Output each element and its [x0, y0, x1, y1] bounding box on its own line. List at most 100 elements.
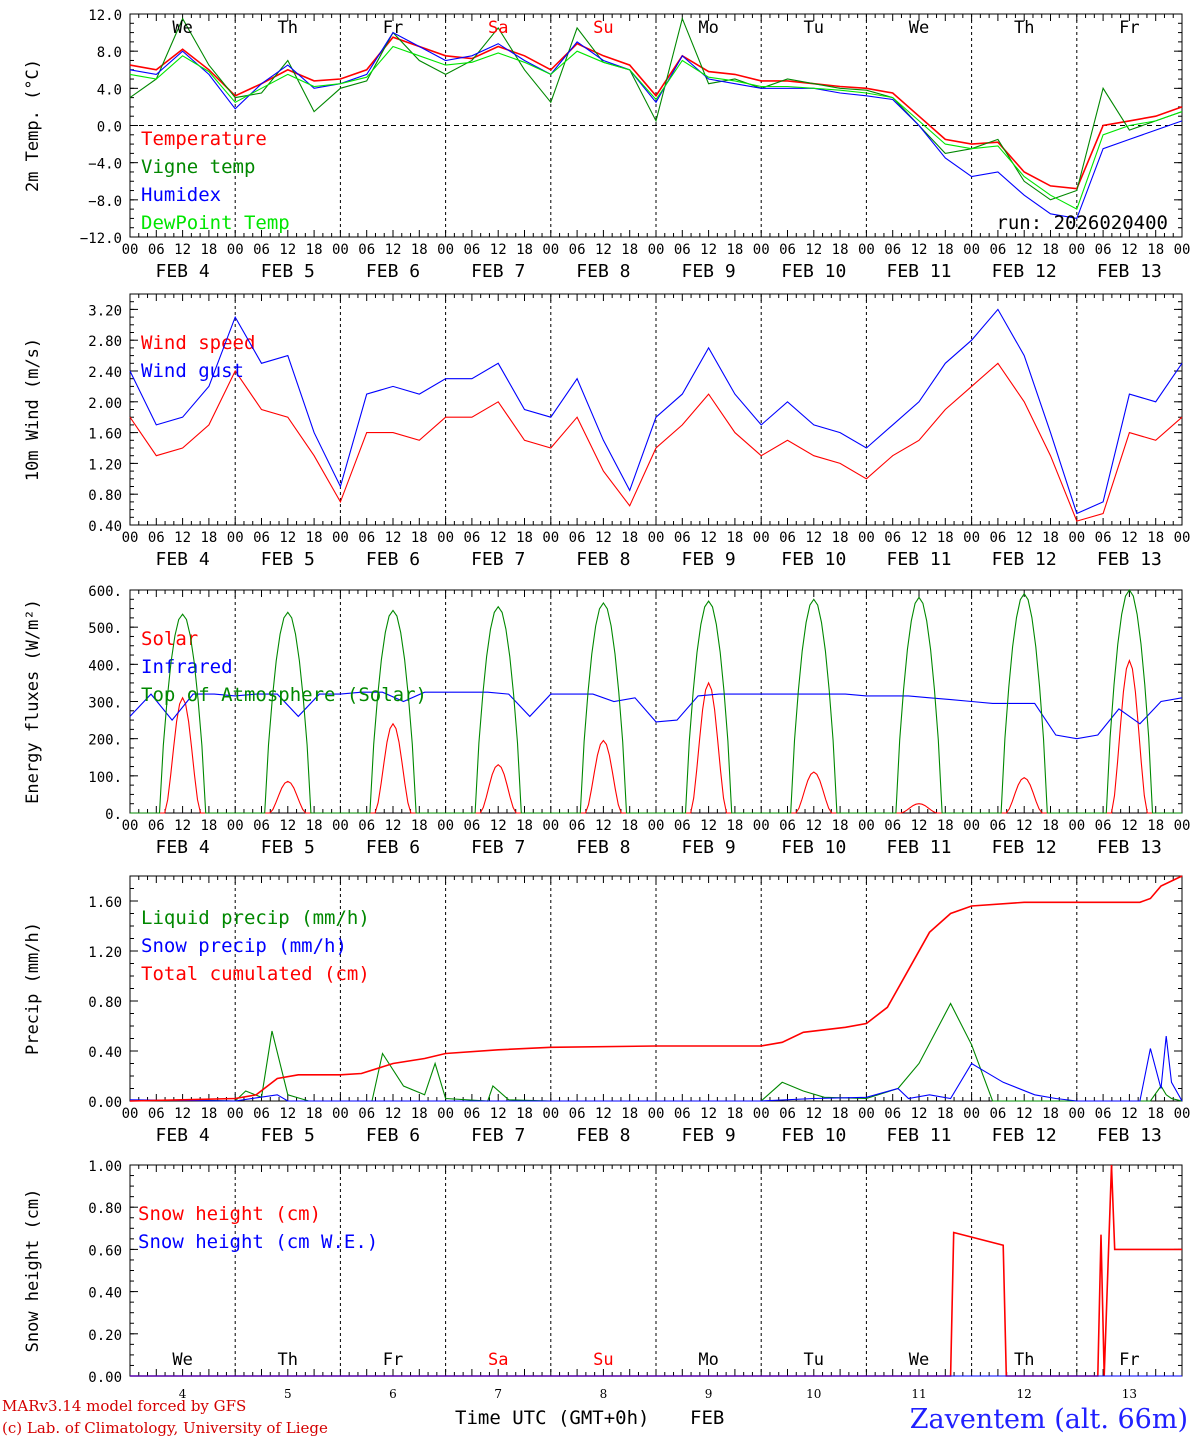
snow-legend-1: Snow height (cm): [138, 1203, 321, 1225]
temp-hour-label: 00: [122, 242, 139, 258]
precip-hour-label: 00: [1174, 1106, 1191, 1122]
wind-hour-label: 00: [1068, 530, 1085, 546]
wind-hour-label: 12: [1016, 530, 1033, 546]
run-label: run: 2026020400: [996, 212, 1168, 234]
precip-hour-label: 06: [569, 1106, 586, 1122]
flux-legend-3: Top of Atmosphere (Solar): [141, 684, 427, 706]
flux-hour-label: 06: [674, 818, 691, 834]
day-name-top: Fr: [383, 18, 403, 38]
temp-hour-label: 06: [148, 242, 165, 258]
precip-hour-label: 06: [253, 1106, 270, 1122]
precip-hour-label: 18: [1042, 1106, 1059, 1122]
wind-hour-label: 12: [805, 530, 822, 546]
flux-hour-label: 18: [1042, 818, 1059, 834]
flux-legend-2: Infrared: [141, 656, 233, 678]
flux-ytick-label: 100.: [88, 770, 122, 786]
wind-hour-label: 06: [148, 530, 165, 546]
precip-legend-3: Total cumulated (cm): [141, 963, 370, 985]
lab-credit: (c) Lab. of Climatology, University of L…: [2, 1419, 328, 1437]
precip-axis-label: Precip (mm/h): [23, 922, 43, 1055]
precip-hour-label: 12: [279, 1106, 296, 1122]
wind-date-label: FEB 4: [156, 549, 210, 570]
snow-axis-label: Snow height (cm): [23, 1189, 43, 1353]
wind-hour-label: 12: [279, 530, 296, 546]
day-name-bottom: Mo: [698, 1350, 718, 1370]
flux-hour-label: 00: [963, 818, 980, 834]
temp-ytick-label: −4.0: [88, 157, 122, 173]
wind-panel: 3.20 2.80 2.40 2.00 1.60 1.20 0.80 0.40 10m Wind…: [23, 293, 1190, 570]
precip-hour-label: 00: [437, 1106, 454, 1122]
wind-hour-label: 00: [332, 530, 349, 546]
day-name-bottom: Fr: [1119, 1350, 1139, 1370]
snow-ytick-label: 0.20: [88, 1328, 122, 1344]
wind-date-label: FEB 8: [576, 549, 630, 570]
flux-hour-label: 12: [1121, 818, 1138, 834]
temp-date-label: FEB 12: [992, 261, 1057, 282]
flux-hour-label: 18: [411, 818, 428, 834]
day-number: 6: [389, 1387, 397, 1401]
temp-date-label: FEB 10: [781, 261, 846, 282]
temp-hour-label: 18: [832, 242, 849, 258]
month-label: FEB: [690, 1407, 724, 1429]
flux-series-infrared: [129, 691, 1183, 740]
day-name-bottom: We: [909, 1350, 929, 1370]
day-name-top: We: [909, 18, 929, 38]
wind-date-label: FEB 10: [781, 549, 846, 570]
wind-hour-label: 18: [937, 530, 954, 546]
wind-hour-label: 18: [1147, 530, 1164, 546]
temp-hour-label: 06: [674, 242, 691, 258]
flux-hour-label: 12: [1016, 818, 1033, 834]
temp-ytick-label: 0.0: [97, 120, 122, 136]
wind-hour-label: 18: [621, 530, 638, 546]
flux-date-label: FEB 4: [156, 837, 210, 858]
snow-ytick-label: 0.80: [88, 1201, 122, 1217]
flux-hour-label: 00: [332, 818, 349, 834]
day-name-top: We: [172, 18, 192, 38]
wind-series-wind-gust: [129, 308, 1183, 515]
energy-flux-panel: 600. 500. 400. 300. 200. 100. 0. Energy fluxes …: [23, 584, 1190, 858]
temp-hour-label: 06: [989, 242, 1006, 258]
wind-hour-label: 18: [306, 530, 323, 546]
temp-ytick-label: −8.0: [88, 194, 122, 210]
temp-hour-label: 06: [569, 242, 586, 258]
wind-hour-label: 00: [542, 530, 559, 546]
flux-hour-label: 12: [595, 818, 612, 834]
flux-hour-label: 12: [805, 818, 822, 834]
precip-hour-label: 00: [542, 1106, 559, 1122]
precip-ytick-label: 1.60: [88, 895, 122, 911]
precip-date-label: FEB 12: [992, 1125, 1057, 1146]
precip-hour-label: 00: [963, 1106, 980, 1122]
wind-date-label: FEB 6: [366, 549, 420, 570]
temp-hour-label: 18: [1042, 242, 1059, 258]
snow-ytick-label: 1.00: [88, 1159, 122, 1175]
temp-hour-label: 18: [621, 242, 638, 258]
day-name-top: Su: [593, 18, 613, 38]
temp-hour-label: 06: [779, 242, 796, 258]
temp-legend-4: DewPoint Temp: [141, 212, 290, 234]
wind-hour-label: 18: [832, 530, 849, 546]
flux-hour-label: 00: [648, 818, 665, 834]
temp-hour-label: 18: [411, 242, 428, 258]
precip-ytick-label: 1.20: [88, 945, 122, 961]
precip-hour-label: 00: [1068, 1106, 1085, 1122]
flux-ytick-label: 500.: [88, 621, 122, 637]
precip-hour-label: 12: [174, 1106, 191, 1122]
snow-height-panel: 1.00 0.80 0.60 0.40 0.20 0.00 Snow height (cm)…: [23, 1159, 1183, 1401]
wind-hour-label: 06: [779, 530, 796, 546]
station-name: Zaventem (alt. 66m): [910, 1404, 1188, 1435]
temp-hour-label: 18: [200, 242, 217, 258]
temp-hour-label: 06: [884, 242, 901, 258]
day-name-bottom: Tu: [804, 1350, 824, 1370]
flux-hour-label: 06: [463, 818, 480, 834]
temp-hour-label: 00: [332, 242, 349, 258]
wind-hour-label: 18: [411, 530, 428, 546]
temp-series-temperature: [129, 36, 1183, 190]
temp-hour-label: 00: [858, 242, 875, 258]
temp-date-label: FEB 13: [1097, 261, 1162, 282]
day-name-bottom: Su: [593, 1350, 613, 1370]
temp-hour-label: 06: [463, 242, 480, 258]
precip-series-total-cumulated-cm-: [129, 875, 1183, 1102]
day-name-top: Sa: [488, 18, 508, 38]
temp-hour-label: 12: [385, 242, 402, 258]
precip-hour-label: 12: [385, 1106, 402, 1122]
